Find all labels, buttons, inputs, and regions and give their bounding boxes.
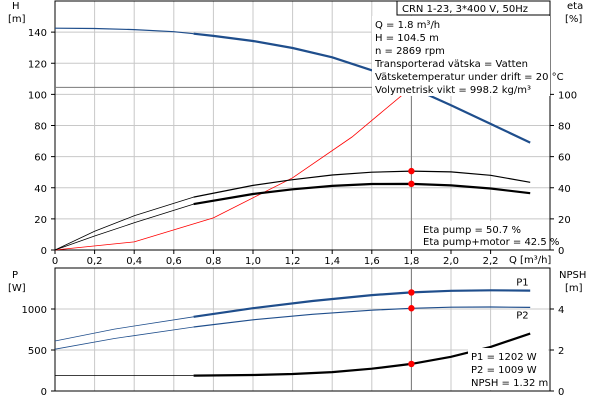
head-tick-label: 60	[34, 153, 47, 164]
head-tick-label: 80	[34, 122, 47, 133]
power-tick-label: 500	[28, 346, 47, 357]
upper-x-ticks: 0 0,2 0,4 0,6 0,8 1,0 1,2 1,4 1,6 1,8 2,0 2,2	[52, 250, 499, 267]
eta-axis-label: eta	[567, 1, 583, 12]
lower-grid	[55, 268, 550, 391]
p2-value-label: P2 = 1009 W	[471, 365, 537, 376]
eta-box-bg	[420, 221, 548, 249]
eta-pump-label: Eta pump = 50.7 %	[423, 225, 521, 236]
p1-duty-marker	[408, 289, 415, 296]
x-tick-label: 0,2	[87, 256, 103, 267]
info-box-bg	[372, 16, 550, 96]
lower-y-right-ticks: 0 2 4	[550, 305, 564, 398]
p2-curve-extended	[54, 326, 194, 350]
p1-value-label: P1 = 1202 W	[471, 352, 537, 363]
eta-tick-label: 0	[558, 246, 564, 257]
eta-pump-motor-curve-extended	[54, 203, 194, 251]
info-line-liquid: Transporterad vätska = Vatten	[374, 59, 528, 70]
info-line-density: Volymetrisk vikt = 998.2 kg/m³	[375, 85, 531, 96]
p1-curve	[193, 289, 531, 318]
flow-axis-label: Q [m³/h]	[509, 255, 551, 266]
x-tick-label: 1,4	[324, 256, 340, 267]
eta-box: Eta pump = 50.7 % Eta pump+motor = 42.5 …	[420, 221, 559, 249]
head-axis-unit: [m]	[8, 14, 26, 25]
head-tick-label: 0	[41, 246, 47, 257]
eta-tick-label: 100	[558, 90, 577, 101]
eta-pump-motor-curve	[193, 182, 531, 206]
x-tick-label: 1,8	[403, 256, 419, 267]
p2-duty-marker	[408, 305, 415, 312]
title-box	[396, 0, 551, 16]
p2-series-label: P2	[516, 310, 528, 321]
head-tick-label: 100	[28, 90, 47, 101]
x-tick-label: 0,8	[205, 256, 221, 267]
lower-series-group: P1 P2	[54, 278, 531, 377]
power-box: P1 = 1202 W P2 = 1009 W NPSH = 1.32 m	[468, 348, 548, 390]
head-tick-label: 120	[28, 59, 47, 70]
p1-series-label: P1	[516, 278, 528, 289]
head-curve	[193, 32, 531, 144]
info-line-q: Q = 1.8 m³/h	[375, 20, 440, 31]
eta-pump-motor-duty-marker	[408, 180, 415, 188]
chart-title: CRN 1-23, 3*400 V, 50Hz	[402, 4, 528, 15]
system-curve	[54, 87, 412, 251]
p2-curve	[193, 306, 531, 328]
npsh-axis-unit: [m]	[565, 283, 583, 294]
power-axis-unit: [W]	[8, 283, 26, 294]
eta-pump-duty-marker	[408, 167, 415, 175]
eta-tick-label: 60	[558, 153, 571, 164]
npsh-value-label: NPSH = 1.32 m	[471, 378, 548, 389]
npsh-tick-label: 2	[558, 346, 564, 357]
x-tick-label: 1,2	[285, 256, 301, 267]
eta-pump-motor-label: Eta pump+motor = 42.5 %	[423, 237, 559, 248]
eta-tick-label: 40	[558, 184, 571, 195]
eta-axis-unit: [%]	[565, 14, 582, 25]
eta-tick-label: 20	[558, 215, 571, 226]
power-tick-label: 1000	[22, 305, 47, 316]
npsh-duty-marker	[408, 360, 415, 368]
x-tick-label: 0	[52, 256, 58, 267]
npsh-axis-label: NPSH	[559, 270, 586, 281]
upper-series-group	[54, 27, 531, 251]
npsh-tick-label: 0	[558, 387, 564, 398]
x-tick-label: 0,6	[166, 256, 182, 267]
info-line-n: n = 2869 rpm	[375, 46, 445, 57]
eta-pump-curve	[193, 170, 531, 198]
head-curve-extended	[54, 27, 194, 35]
p1-curve-extended	[54, 316, 194, 342]
eta-pump-curve-extended	[54, 196, 194, 251]
head-axis-label: H	[12, 1, 20, 12]
head-tick-label: 140	[28, 28, 47, 39]
lower-duty-group	[408, 268, 415, 391]
x-tick-label: 1,0	[245, 256, 261, 267]
info-line-temperature: Vätsketemperatur under drift = 20 °C	[375, 72, 564, 83]
eta-tick-label: 80	[558, 122, 571, 133]
lower-y-left-ticks: 0 500 1000	[22, 305, 55, 398]
upper-y-right-ticks: 0 20 40 60 80 100	[550, 90, 577, 257]
lower-plot-frame	[54, 267, 551, 392]
head-tick-label: 40	[34, 184, 47, 195]
power-axis-label: P	[12, 270, 18, 281]
x-tick-label: 2,2	[483, 256, 499, 267]
power-box-bg	[468, 348, 548, 390]
npsh-tick-label: 4	[558, 305, 564, 316]
upper-y-left-ticks: 0 20 40 60 80 100 120 140	[28, 28, 55, 257]
power-tick-label: 0	[41, 387, 47, 398]
info-box: Q = 1.8 m³/h H = 104.5 m n = 2869 rpm Tr…	[372, 16, 564, 96]
head-tick-label: 20	[34, 215, 47, 226]
info-line-h: H = 104.5 m	[375, 33, 439, 44]
x-tick-label: 0,4	[126, 256, 142, 267]
x-tick-label: 2,0	[443, 256, 459, 267]
x-tick-label: 1,6	[364, 256, 380, 267]
